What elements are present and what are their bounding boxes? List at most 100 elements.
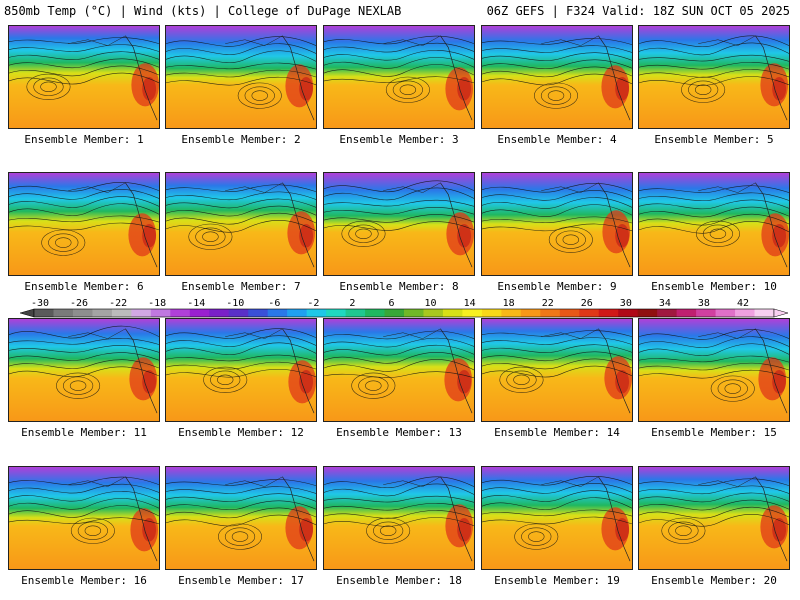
colorbar-high-arrow bbox=[773, 308, 788, 318]
colorbar-swatch bbox=[248, 309, 269, 317]
colorbar-swatch bbox=[637, 309, 658, 317]
header-title: 850mb Temp (°C) | Wind (kts) | College o… bbox=[4, 4, 402, 18]
colorbar-low-arrow bbox=[19, 308, 35, 318]
colorbar-swatch bbox=[462, 309, 483, 317]
colorbar-tick-label: 10 bbox=[425, 298, 437, 309]
member-label: Ensemble Member: 4 bbox=[497, 133, 617, 146]
ensemble-member-map-12 bbox=[165, 318, 317, 422]
colorbar-swatch bbox=[715, 309, 736, 317]
temperature-map bbox=[9, 467, 159, 569]
colorbar-swatch bbox=[735, 309, 756, 317]
colorbar-swatch bbox=[267, 309, 288, 317]
member-label: Ensemble Member: 14 bbox=[494, 426, 620, 439]
member-label: Ensemble Member: 20 bbox=[651, 574, 777, 587]
ensemble-member-map-7 bbox=[165, 172, 317, 276]
colorbar-swatch bbox=[579, 309, 600, 317]
colorbar-swatch bbox=[423, 309, 444, 317]
ensemble-member-map-9 bbox=[481, 172, 633, 276]
colorbar-tick-label: 42 bbox=[737, 298, 749, 309]
member-label: Ensemble Member: 17 bbox=[178, 574, 304, 587]
colorbar-swatch bbox=[111, 309, 132, 317]
colorbar-swatch bbox=[754, 309, 775, 317]
colorbar-swatch bbox=[209, 309, 230, 317]
colorbar-swatch bbox=[540, 309, 561, 317]
ensemble-member-map-20 bbox=[638, 466, 790, 570]
colorbar-swatch bbox=[92, 309, 113, 317]
colorbar-tick-label: 30 bbox=[620, 298, 632, 309]
colorbar-swatch bbox=[559, 309, 580, 317]
colorbar-swatch bbox=[481, 309, 502, 317]
colorbar-swatch bbox=[696, 309, 717, 317]
ensemble-member-map-11 bbox=[8, 318, 160, 422]
colorbar-tick-label: -30 bbox=[31, 298, 49, 309]
colorbar-tick-label: -18 bbox=[148, 298, 166, 309]
colorbar-tick-label: 22 bbox=[542, 298, 554, 309]
temperature-map bbox=[324, 467, 474, 569]
colorbar-swatch bbox=[287, 309, 308, 317]
colorbar-tick-label: 34 bbox=[659, 298, 671, 309]
colorbar-tick-label: 26 bbox=[581, 298, 593, 309]
ensemble-member-map-5 bbox=[638, 25, 790, 129]
header-run-info: 06Z GEFS | F324 Valid: 18Z SUN OCT 05 20… bbox=[486, 4, 790, 18]
member-label: Ensemble Member: 3 bbox=[339, 133, 459, 146]
member-label: Ensemble Member: 15 bbox=[651, 426, 777, 439]
ensemble-member-map-19 bbox=[481, 466, 633, 570]
ensemble-member-map-18 bbox=[323, 466, 475, 570]
temperature-map bbox=[639, 319, 789, 421]
colorbar-swatch bbox=[598, 309, 619, 317]
colorbar-swatch bbox=[384, 309, 405, 317]
ensemble-member-map-3 bbox=[323, 25, 475, 129]
ensemble-member-map-10 bbox=[638, 172, 790, 276]
colorbar-swatch bbox=[404, 309, 424, 317]
member-label: Ensemble Member: 9 bbox=[497, 280, 617, 293]
member-label: Ensemble Member: 19 bbox=[494, 574, 620, 587]
colorbar-swatch bbox=[345, 309, 366, 317]
colorbar-swatch bbox=[326, 309, 347, 317]
temperature-map bbox=[166, 467, 316, 569]
colorbar-tick-label: 6 bbox=[388, 298, 394, 309]
ensemble-member-map-16 bbox=[8, 466, 160, 570]
colorbar-swatch bbox=[501, 309, 522, 317]
ensemble-member-map-15 bbox=[638, 318, 790, 422]
colorbar-swatch bbox=[365, 309, 386, 317]
colorbar-swatch bbox=[618, 309, 639, 317]
colorbar-swatch bbox=[72, 309, 93, 317]
colorbar-tick-label: -26 bbox=[70, 298, 88, 309]
colorbar-tick-label: -10 bbox=[226, 298, 244, 309]
temperature-map bbox=[324, 26, 474, 128]
member-label: Ensemble Member: 2 bbox=[181, 133, 301, 146]
colorbar-swatch bbox=[520, 309, 541, 317]
member-label: Ensemble Member: 1 bbox=[24, 133, 144, 146]
colorbar-tick-label: -14 bbox=[187, 298, 205, 309]
temperature-map bbox=[324, 173, 474, 275]
temperature-map bbox=[9, 319, 159, 421]
member-label: Ensemble Member: 13 bbox=[336, 426, 462, 439]
colorbar-swatch bbox=[150, 309, 171, 317]
member-label: Ensemble Member: 10 bbox=[651, 280, 777, 293]
member-label: Ensemble Member: 5 bbox=[654, 133, 774, 146]
colorbar-swatch bbox=[228, 309, 249, 317]
colorbar-tick-label: 2 bbox=[349, 298, 355, 309]
temperature-map bbox=[482, 319, 632, 421]
temperature-map bbox=[9, 173, 159, 275]
temperature-map bbox=[9, 26, 159, 128]
colorbar-swatch bbox=[676, 309, 697, 317]
member-label: Ensemble Member: 16 bbox=[21, 574, 147, 587]
member-label: Ensemble Member: 11 bbox=[21, 426, 147, 439]
temperature-map bbox=[166, 319, 316, 421]
colorbar-tick-label: -2 bbox=[307, 298, 319, 309]
temperature-colorbar: -30 -26 -22 -18 -14 -10 -6 -2 2 6 10 14 18 22 26 30 34 38… bbox=[19, 298, 788, 318]
colorbar-swatch bbox=[34, 309, 54, 317]
temperature-map bbox=[324, 319, 474, 421]
colorbar-tick-label: 18 bbox=[503, 298, 515, 309]
member-label: Ensemble Member: 18 bbox=[336, 574, 462, 587]
ensemble-member-map-4 bbox=[481, 25, 633, 129]
temperature-map bbox=[482, 467, 632, 569]
colorbar-swatch bbox=[131, 309, 152, 317]
member-label: Ensemble Member: 8 bbox=[339, 280, 459, 293]
temperature-map bbox=[166, 26, 316, 128]
colorbar-swatch bbox=[170, 309, 191, 317]
colorbar-swatch bbox=[306, 309, 327, 317]
ensemble-member-map-13 bbox=[323, 318, 475, 422]
colorbar-swatch bbox=[53, 309, 74, 317]
